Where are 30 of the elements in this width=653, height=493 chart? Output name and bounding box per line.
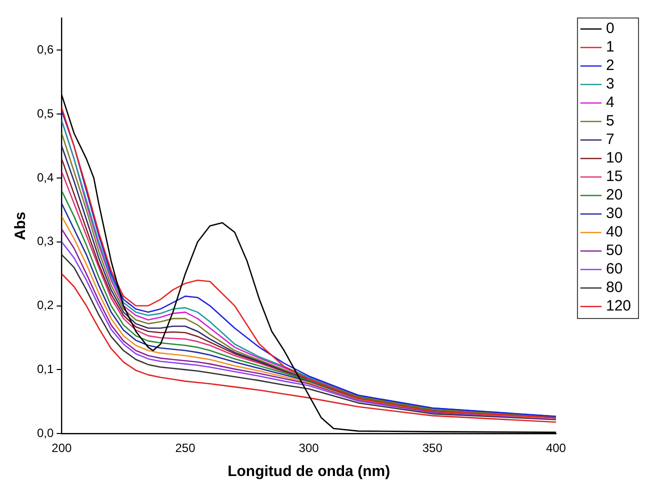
y-tick-label: 0,6 [36, 42, 54, 56]
legend-label: 1 [606, 38, 614, 56]
x-tick-label: 350 [422, 441, 443, 456]
y-tick-label: 0,3 [36, 234, 54, 248]
legend-label: 10 [606, 150, 623, 167]
legend-label: 7 [606, 131, 614, 148]
legend-label: 2 [606, 57, 614, 74]
legend-label: 50 [606, 242, 623, 260]
legend-label: 20 [606, 186, 623, 204]
legend-label: 30 [606, 205, 623, 222]
legend-label: 4 [606, 94, 614, 112]
legend-label: 5 [606, 112, 614, 130]
legend-label: 3 [606, 76, 614, 93]
legend-label: 80 [606, 279, 623, 296]
x-tick-label: 250 [175, 441, 196, 456]
y-tick-label: 0,4 [36, 170, 54, 184]
y-tick-label: 0,5 [36, 106, 54, 120]
y-tick-label: 0,0 [36, 426, 54, 440]
x-axis-title: Longitud de onda (nm) [228, 463, 390, 480]
legend-label: 15 [606, 168, 623, 186]
x-tick-label: 300 [298, 441, 320, 456]
x-tick-label: 200 [52, 441, 72, 456]
legend-label: 120 [606, 298, 632, 315]
legend-label: 40 [606, 224, 623, 241]
legend-label: 60 [606, 260, 623, 278]
x-tick-label: 400 [546, 441, 566, 456]
y-tick-label: 0,1 [36, 362, 54, 376]
legend-label: 0 [606, 20, 614, 38]
y-axis-title: Abs [12, 212, 30, 240]
y-tick-label: 0,2 [36, 298, 54, 312]
